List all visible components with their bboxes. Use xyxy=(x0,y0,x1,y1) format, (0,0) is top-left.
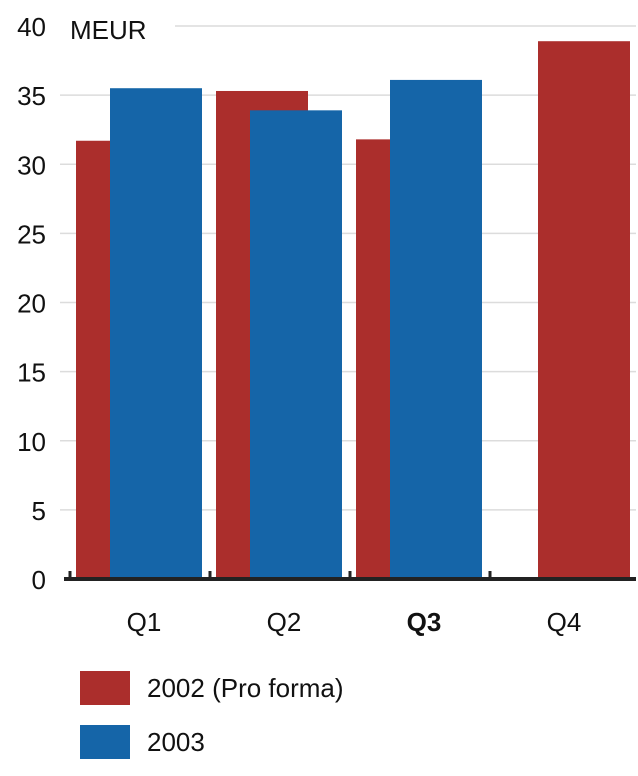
legend-label-2002: 2002 (Pro forma) xyxy=(147,672,344,703)
legend-item-2003: 2003 xyxy=(80,722,344,762)
bar-2003-q2 xyxy=(250,110,342,580)
category-labels: Q1 Q2 Q3 Q4 xyxy=(127,607,582,637)
legend-swatch-2002 xyxy=(80,671,130,705)
y-tick-label: 25 xyxy=(17,219,46,249)
legend-label-2003: 2003 xyxy=(147,726,205,757)
y-tick-label: 20 xyxy=(17,289,46,319)
y-tick-label: 40 xyxy=(17,12,46,42)
y-tick-label: 35 xyxy=(17,81,46,111)
y-tick-label: 30 xyxy=(17,150,46,180)
legend-swatch-2003 xyxy=(80,725,130,759)
legend: 2002 (Pro forma) 2003 xyxy=(80,668,344,776)
y-tick-label: 5 xyxy=(32,496,46,526)
bar-chart: 0 5 10 15 20 25 30 35 40 MEUR Q1 Q2 Q3 Q4 xyxy=(17,12,636,637)
x-axis xyxy=(64,571,636,581)
unit-label: MEUR xyxy=(70,15,147,45)
y-tick-label: 0 xyxy=(32,565,46,595)
y-tick-label: 15 xyxy=(17,358,46,388)
x-tick-label-q3: Q3 xyxy=(407,607,442,637)
bar-2002-q4 xyxy=(538,41,630,579)
x-tick-label-q2: Q2 xyxy=(267,607,302,637)
legend-item-2002: 2002 (Pro forma) xyxy=(80,668,344,708)
y-tick-labels: 0 5 10 15 20 25 30 35 40 xyxy=(17,12,46,595)
x-tick-label-q4: Q4 xyxy=(547,607,582,637)
x-tick-label-q1: Q1 xyxy=(127,607,162,637)
bars xyxy=(76,41,630,580)
y-tick-label: 10 xyxy=(17,427,46,457)
bar-2003-q1 xyxy=(110,88,202,580)
bar-2003-q3 xyxy=(390,79,482,579)
